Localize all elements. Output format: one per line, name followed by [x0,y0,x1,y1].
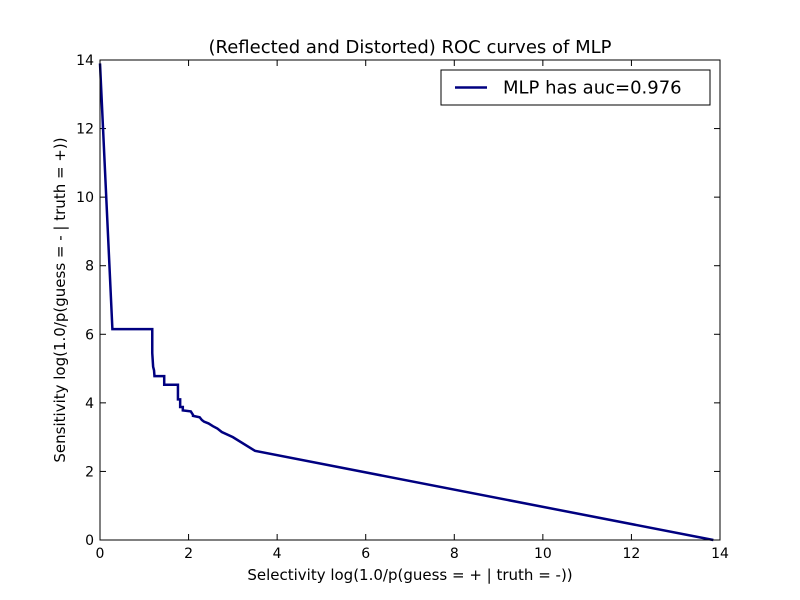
plot-frame [99,59,721,541]
chart-title: (Reflected and Distorted) ROC curves of … [209,37,612,58]
x-axis-label: Selectivity log(1.0/p(guess = + | truth … [247,566,572,584]
x-tick-label: 10 [534,546,552,562]
series-line-0 [98,63,714,542]
legend: MLP has auc=0.976 [440,69,711,106]
x-tick-label: 8 [450,546,459,562]
y-axis-label: Sensitivity log(1.0/p(guess = - | truth … [51,137,69,462]
x-tick-label: 0 [96,546,105,562]
series-layer [98,63,714,542]
y-tick-label: 6 [85,327,94,343]
y-tick-label: 10 [76,190,94,206]
y-tick-label: 8 [85,259,94,275]
x-tick-label: 4 [273,546,282,562]
y-tick-label: 12 [76,122,94,138]
legend-label: MLP has auc=0.976 [503,78,682,99]
y-tick-label: 14 [76,53,94,69]
y-tick-label: 0 [85,533,94,549]
x-tick-label: 6 [361,546,370,562]
y-tick-label: 2 [85,464,94,480]
x-tick-label: 2 [184,546,193,562]
x-tick-label: 14 [711,546,729,562]
y-tick-label: 4 [85,396,94,412]
x-tick-label: 12 [623,546,641,562]
